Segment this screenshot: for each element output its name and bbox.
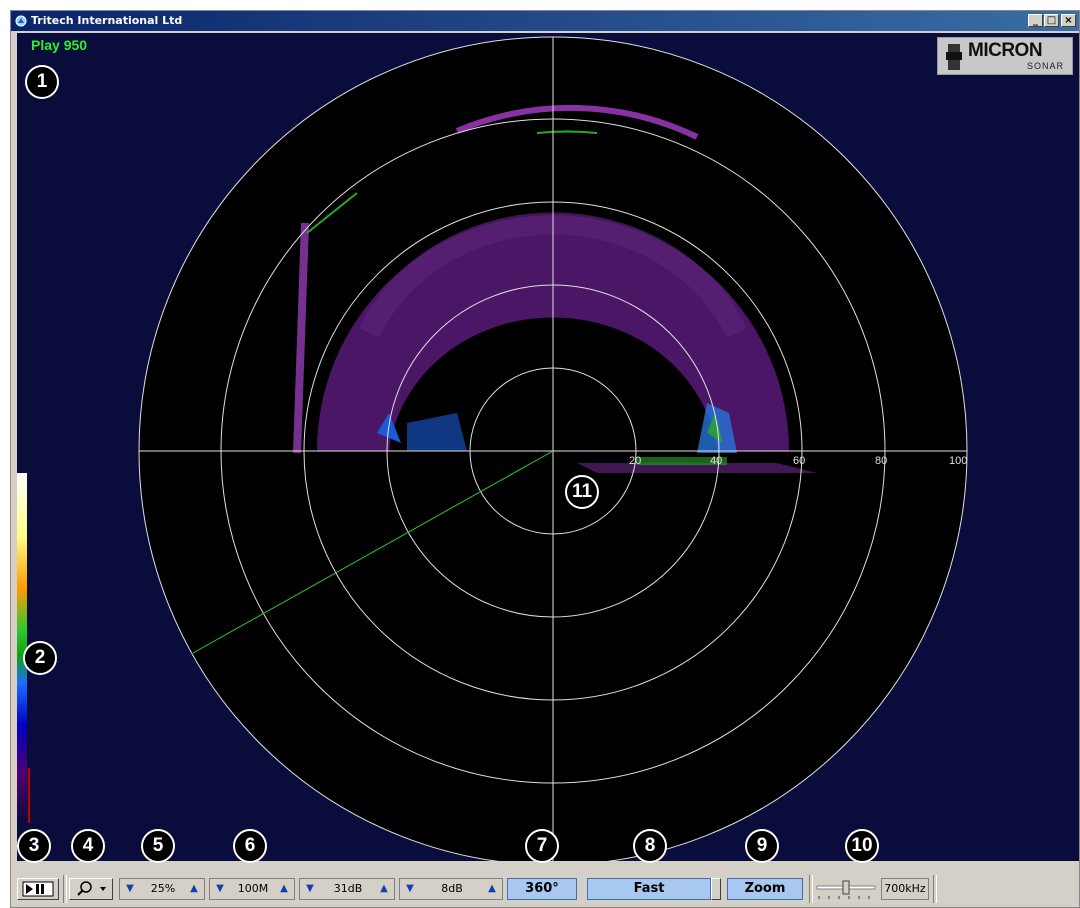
sector-button[interactable]: 360°: [507, 878, 577, 900]
range-value: 100M: [237, 882, 269, 895]
toolbar-separator: [809, 875, 813, 903]
gain-spinner[interactable]: ▼ 31dB ▲: [299, 878, 395, 900]
logo-brand: MICRON: [968, 40, 1043, 61]
speed-button[interactable]: Fast: [587, 878, 711, 900]
callout-11: 11: [565, 475, 599, 509]
contrast-value: 25%: [150, 882, 176, 895]
micron-sonar-logo: MICRON SONAR: [937, 37, 1073, 75]
frequency-value: 700kHz: [881, 878, 929, 900]
callout-4: 4: [71, 829, 105, 863]
maximize-button[interactable]: □: [1044, 14, 1059, 27]
zoom-button[interactable]: Zoom: [727, 878, 803, 900]
range-label-100: 100: [949, 455, 967, 467]
gain-increase-icon[interactable]: ▲: [380, 883, 388, 894]
contrast-spinner[interactable]: ▼ 25% ▲: [119, 878, 205, 900]
app-icon: [15, 15, 27, 27]
play-status: Play 950: [31, 37, 88, 53]
toolbar-separator: [63, 875, 67, 903]
range-spinner[interactable]: ▼ 100M ▲: [209, 878, 295, 900]
frequency-slider-track: [816, 880, 876, 899]
speed-slider-handle[interactable]: [711, 878, 721, 900]
range-decrease-icon[interactable]: ▼: [216, 883, 224, 894]
magnifier-tool-icon: [77, 881, 106, 896]
gain-decrease-icon[interactable]: ▼: [306, 883, 314, 894]
range-label-80: 80: [875, 455, 887, 467]
window-title: Tritech International Ltd: [31, 14, 183, 27]
range-label-60: 60: [793, 455, 805, 467]
contrast-decrease-icon[interactable]: ▼: [126, 883, 134, 894]
app-window: Tritech International Ltd _ □ ×: [10, 10, 1080, 908]
range-increase-icon[interactable]: ▲: [280, 883, 288, 894]
gain-marker[interactable]: [28, 768, 30, 823]
callout-7: 7: [525, 829, 559, 863]
bottom-toolbar: ▼ 25% ▲ ▼ 100M ▲ ▼ 31dB ▲ ▼ 8dB ▲ 360° F…: [11, 863, 1079, 907]
title-bar: Tritech International Ltd _ □ ×: [11, 11, 1079, 31]
callout-3: 3: [17, 829, 51, 863]
callout-1: 1: [25, 65, 59, 99]
callout-6: 6: [233, 829, 267, 863]
range-label-20: 20: [629, 455, 641, 467]
callout-9: 9: [745, 829, 779, 863]
callout-5: 5: [141, 829, 175, 863]
heading-line: [192, 450, 554, 654]
frequency-slider[interactable]: 700kHz: [815, 878, 929, 900]
play-pause-icon: [22, 881, 54, 897]
toolbar-separator: [933, 875, 937, 903]
gain-value: 31dB: [333, 882, 363, 895]
contrast-increase-icon[interactable]: ▲: [190, 883, 198, 894]
sonar-plot[interactable]: 20 40 60 80 100: [17, 33, 1079, 861]
threshold-decrease-icon[interactable]: ▼: [406, 883, 414, 894]
callout-10: 10: [845, 829, 879, 863]
range-label-40: 40: [710, 455, 722, 467]
minimize-button[interactable]: _: [1028, 14, 1043, 27]
threshold-value: 8dB: [441, 882, 463, 895]
logo-sub: SONAR: [1026, 61, 1064, 71]
close-button[interactable]: ×: [1061, 14, 1076, 27]
tool-dropdown-button[interactable]: [69, 878, 113, 900]
sonar-display[interactable]: 20 40 60 80 100 Play 950 MICRON SONAR 1 …: [17, 33, 1079, 861]
callout-2: 2: [23, 641, 57, 675]
threshold-increase-icon[interactable]: ▲: [488, 883, 496, 894]
callout-8: 8: [633, 829, 667, 863]
play-pause-button[interactable]: [17, 878, 59, 900]
threshold-spinner[interactable]: ▼ 8dB ▲: [399, 878, 503, 900]
sonar-head-icon: [946, 44, 962, 70]
color-scale-bar: [17, 473, 27, 823]
